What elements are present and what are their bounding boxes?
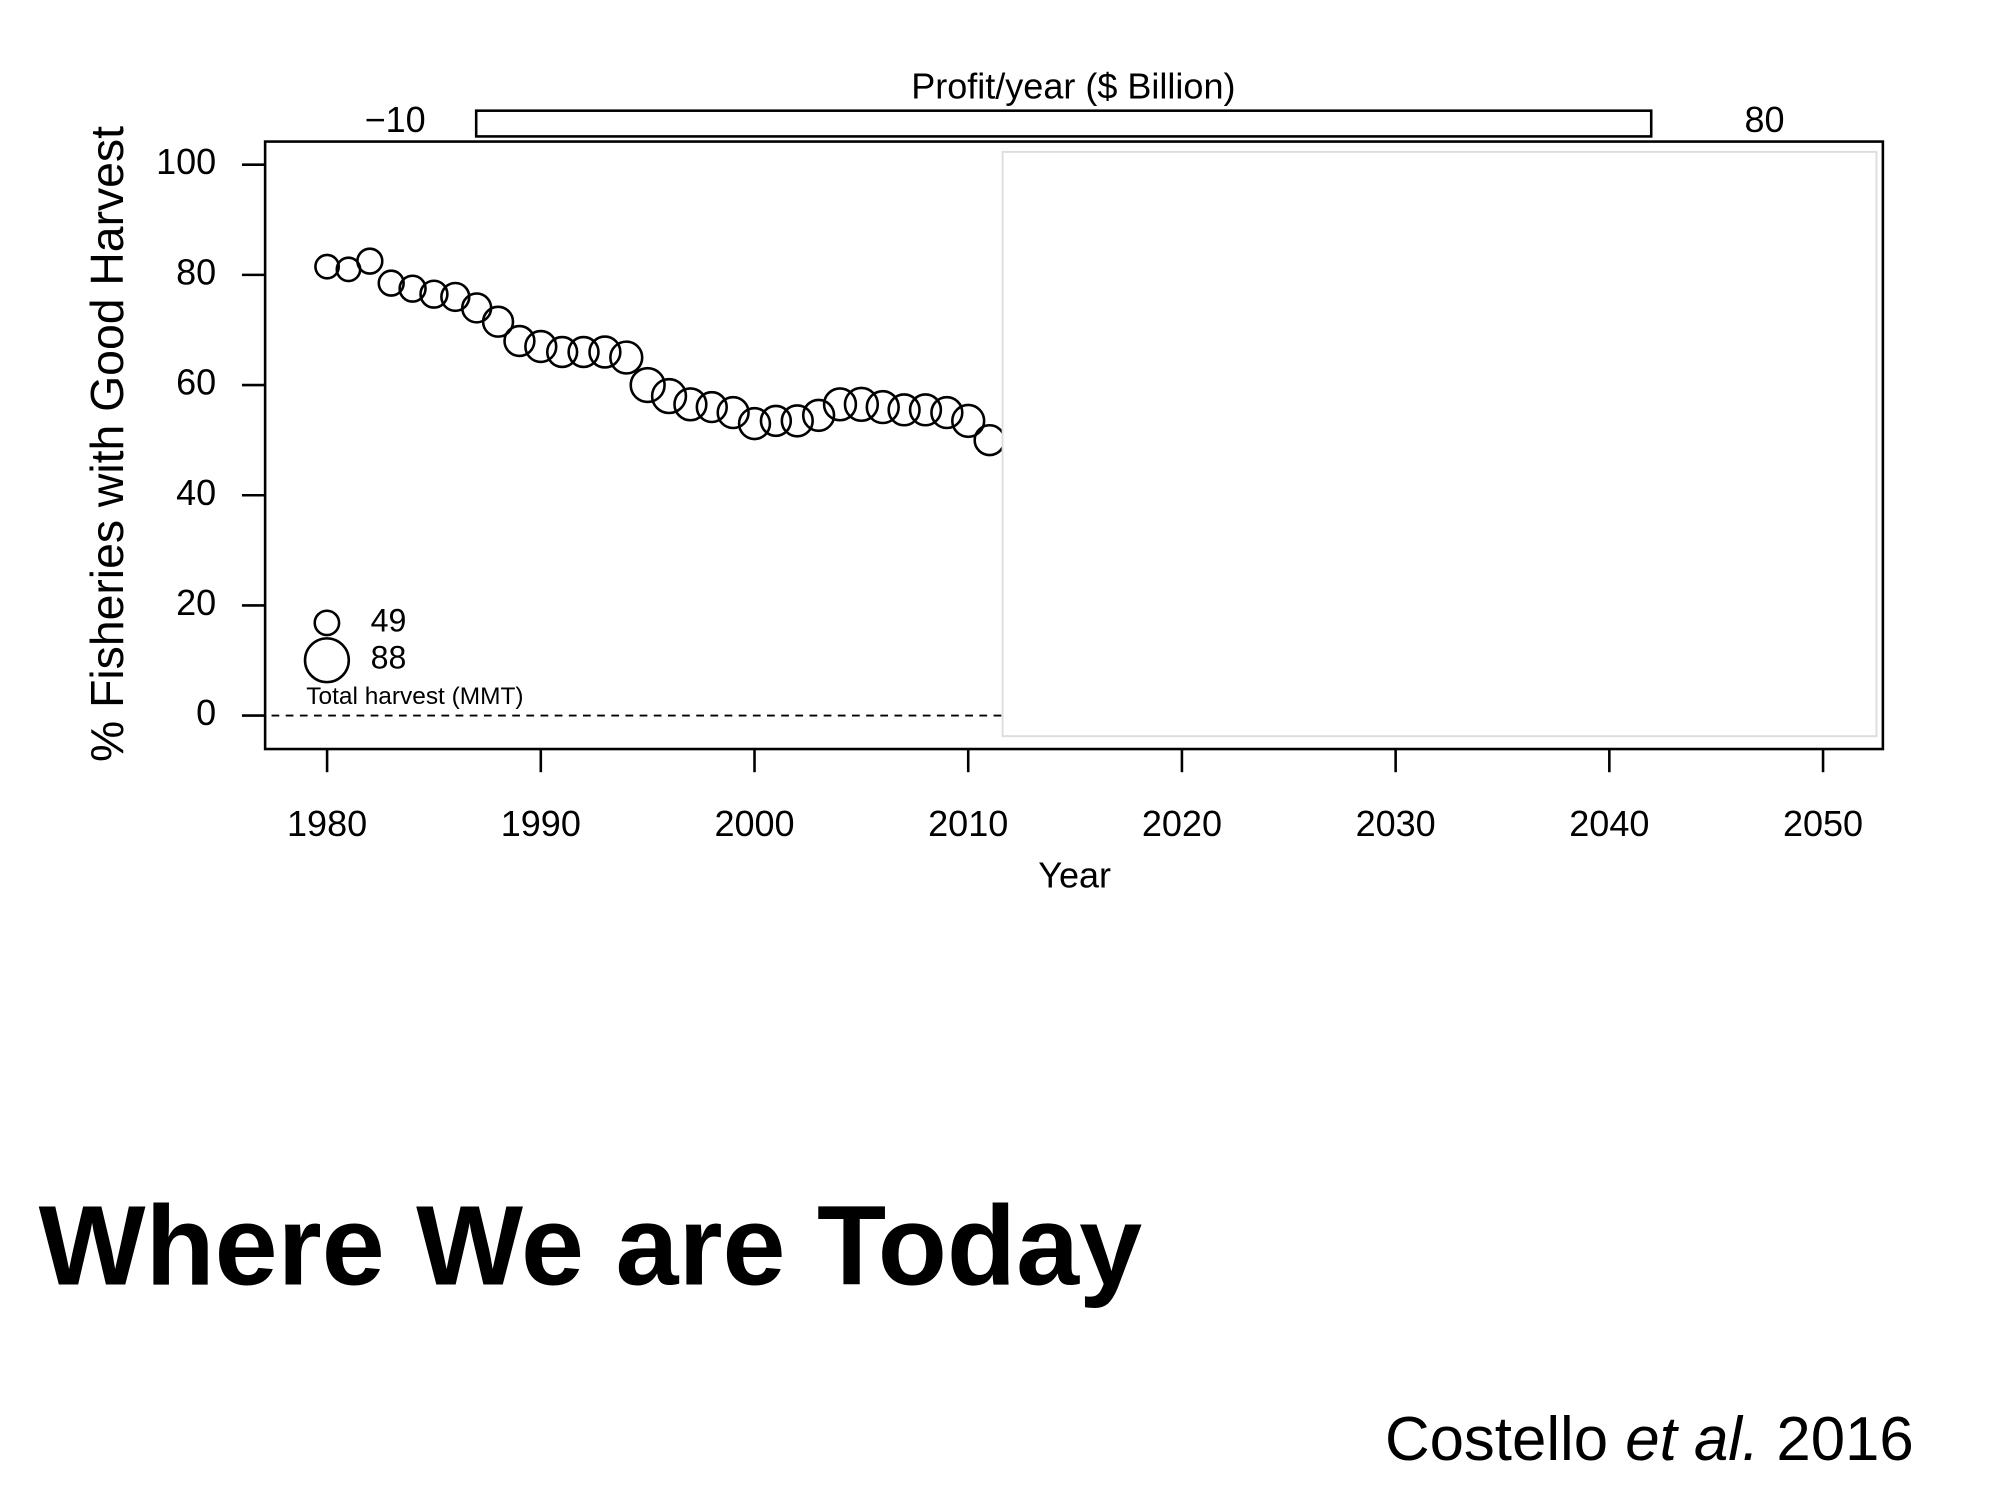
citation-part: 2016 [1759, 1405, 1914, 1474]
y-tick-label: 20 [176, 582, 216, 623]
profit-scale-max: 80 [1744, 99, 1784, 140]
bubble [545, 335, 579, 369]
bubble [973, 423, 1006, 457]
y-tick-label: 80 [176, 251, 216, 292]
size-legend-marker [313, 609, 341, 637]
bubble [822, 387, 858, 422]
bubble [481, 305, 515, 338]
profit-scale-label: Profit/year ($ Billion) [911, 65, 1235, 106]
size-legend-label: 88 [371, 640, 407, 676]
bubble [801, 398, 836, 433]
bubble [609, 340, 644, 375]
bubble [843, 386, 880, 423]
citation-part: Costello [1385, 1405, 1625, 1474]
bubble [650, 377, 688, 415]
bubble [737, 406, 772, 441]
size-legend-marker [303, 637, 351, 684]
bubble [759, 404, 793, 438]
bubble [951, 403, 986, 439]
size-legend-title: Total harvest (MMT) [306, 683, 523, 710]
bubble [887, 393, 921, 427]
bubble [780, 404, 814, 438]
x-tick-label: 1990 [501, 803, 581, 844]
y-tick-label: 100 [156, 141, 216, 182]
overlay-mask [1001, 150, 1878, 738]
bubble [716, 395, 750, 430]
x-tick-label: 1980 [287, 803, 367, 844]
y-axis-label: % Fisheries with Good Harvest [81, 126, 133, 762]
x-tick-label: 2030 [1356, 803, 1436, 844]
x-tick-label: 2050 [1783, 803, 1863, 844]
size-legend-label: 49 [371, 602, 407, 638]
y-tick-label: 40 [176, 472, 216, 513]
x-tick-label: 2000 [714, 803, 794, 844]
profit-scale-min: −10 [365, 99, 426, 140]
bubble [419, 279, 449, 309]
bubble [398, 274, 427, 303]
citation: Costello et al. 2016 [1385, 1405, 1914, 1474]
bubble [503, 324, 536, 358]
bubble [930, 395, 964, 430]
bubble [377, 269, 405, 297]
bubble [524, 329, 558, 364]
bubble [567, 335, 600, 369]
x-tick-label: 2010 [928, 803, 1008, 844]
bubble [440, 281, 471, 313]
profit-scale-bar [474, 109, 1653, 138]
y-tick-label: 0 [196, 692, 216, 733]
x-tick-label: 2020 [1142, 803, 1222, 844]
x-tick-label: 2040 [1569, 803, 1649, 844]
bubble [673, 387, 708, 422]
bubble [356, 247, 384, 275]
bubble [460, 292, 493, 324]
bubble [695, 390, 728, 424]
bubble [588, 335, 622, 369]
bubble [908, 393, 943, 427]
plot-frame [263, 140, 1885, 751]
y-tick-label: 60 [176, 362, 216, 403]
bubble [314, 253, 341, 280]
x-axis-label: Year [1038, 854, 1111, 895]
bubble [629, 366, 666, 404]
bubble [865, 389, 900, 425]
slide-title: Where We are Today [39, 1182, 1142, 1309]
citation-part: et al. [1625, 1405, 1759, 1474]
